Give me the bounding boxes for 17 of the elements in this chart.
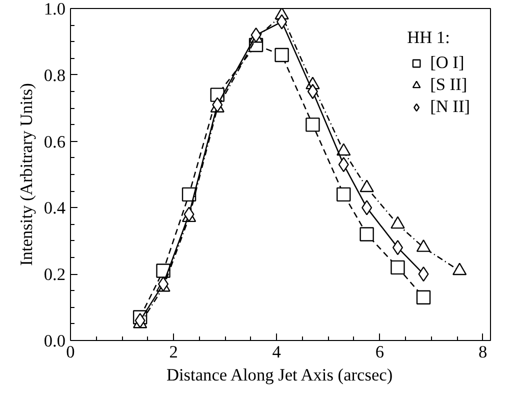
y-tick-label: 0.8	[44, 66, 66, 85]
legend-label: [O I]	[430, 53, 464, 73]
y-tick-label: 1.0	[44, 0, 66, 18]
y-tick-label: 0.6	[44, 132, 66, 152]
y-tick-label: 0.4	[44, 198, 66, 218]
y-tick-label: 0.2	[44, 265, 66, 284]
x-tick-label: 2	[169, 342, 178, 362]
y-tick-label: 0.0	[44, 332, 66, 350]
legend-label: [N II]	[430, 97, 470, 117]
x-axis-title: Distance Along Jet Axis (arcsec)	[166, 366, 393, 384]
x-tick-label: 6	[375, 342, 384, 362]
x-tick-label: 0	[66, 342, 75, 362]
legend-title: HH 1:	[407, 28, 451, 48]
y-axis-title: Intensity (Arbitrary Units)	[16, 82, 36, 266]
x-tick-label: 8	[478, 342, 488, 362]
legend-label: [S II]	[430, 75, 468, 95]
x-tick-label: 4	[272, 342, 282, 362]
